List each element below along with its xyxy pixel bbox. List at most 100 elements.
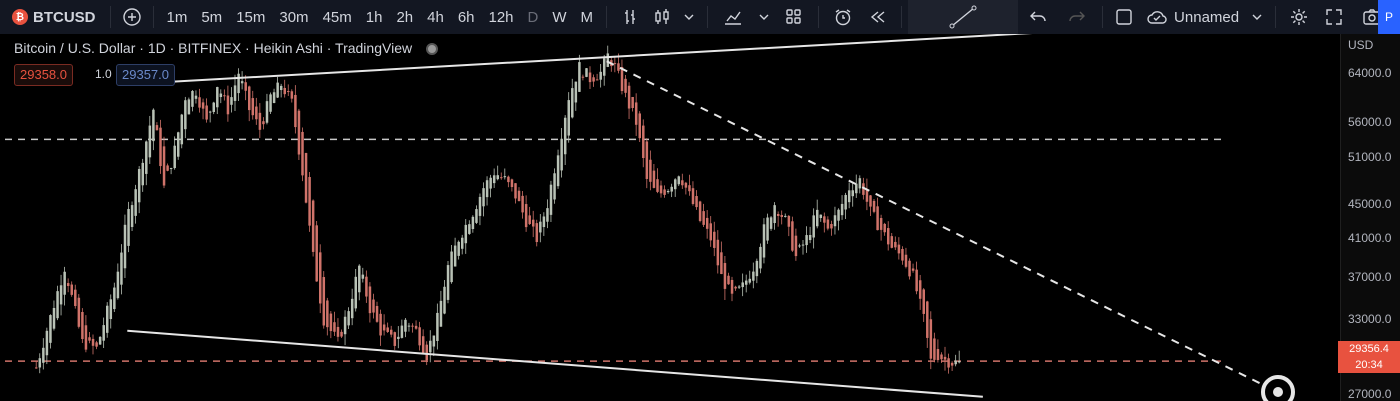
candle: [248, 85, 251, 122]
fullscreen-toggle[interactable]: [1109, 0, 1139, 34]
candle: [798, 243, 801, 248]
candle: [759, 243, 762, 274]
candle: [304, 152, 308, 204]
candle: [130, 201, 134, 231]
layout-dropdown[interactable]: [1245, 0, 1269, 34]
drawing-tool-active[interactable]: [908, 0, 1019, 34]
interval-2h[interactable]: 2h: [396, 8, 414, 26]
candle: [123, 214, 127, 279]
undo-button[interactable]: [1018, 0, 1058, 34]
candle: [762, 218, 766, 264]
candle: [940, 352, 943, 363]
candle: [152, 108, 155, 151]
fullscreen-button[interactable]: [1316, 0, 1352, 34]
candle: [45, 327, 49, 365]
interval-45m[interactable]: 45m: [322, 8, 352, 26]
candles-button[interactable]: [647, 0, 677, 34]
candle: [311, 199, 315, 257]
candle: [52, 300, 56, 331]
replay-button[interactable]: [861, 0, 895, 34]
candle: [581, 74, 585, 81]
interval-6h[interactable]: 6h: [457, 8, 475, 26]
candle: [737, 285, 741, 289]
candle: [134, 184, 137, 224]
candle: [347, 307, 350, 329]
candle: [297, 108, 301, 160]
candle: [883, 222, 886, 236]
candle: [492, 168, 496, 188]
price-axis[interactable]: [1340, 34, 1400, 401]
candle: [91, 334, 95, 355]
candle: [361, 267, 365, 283]
trendline-tool-icon: [949, 5, 977, 29]
drawing-handle-icon[interactable]: [1261, 375, 1295, 401]
candle: [421, 329, 425, 355]
candle: [858, 175, 862, 194]
top-toolbar: ₿ BTCUSD 1m 5m 15m 30m 45m 1h 2h 4h 6h 12h D W M: [0, 0, 1400, 35]
interval-5m[interactable]: 5m: [201, 8, 223, 26]
interval-1h[interactable]: 1h: [365, 8, 383, 26]
trendline[interactable]: [127, 329, 983, 398]
candle: [457, 240, 460, 260]
interval-1m[interactable]: 1m: [166, 8, 188, 26]
buy-price-button[interactable]: 29357.0: [116, 64, 175, 86]
templates-button[interactable]: [776, 0, 812, 34]
candle: [386, 322, 389, 333]
candle: [599, 64, 602, 88]
candle: [372, 293, 375, 319]
candle: [752, 262, 755, 289]
drawing-handle-center[interactable]: [1273, 387, 1283, 397]
candle: [461, 234, 464, 255]
chart-type-dropdown[interactable]: [677, 0, 701, 34]
symbol-search-button[interactable]: ₿ BTCUSD: [0, 0, 104, 34]
candle: [382, 314, 386, 336]
candle: [528, 206, 531, 225]
market-status-icon[interactable]: [425, 43, 438, 56]
interval-m[interactable]: M: [580, 8, 594, 26]
candle: [776, 211, 780, 227]
indicators-button[interactable]: [714, 0, 752, 34]
order-quantity: 1.0: [95, 67, 112, 81]
candle: [571, 78, 574, 119]
interval-d[interactable]: D: [527, 8, 539, 26]
candle: [869, 194, 872, 217]
bar-style-button[interactable]: [613, 0, 647, 34]
candle: [847, 182, 851, 209]
interval-12h[interactable]: 12h: [488, 8, 514, 26]
candle: [336, 318, 340, 342]
settings-button[interactable]: [1282, 0, 1316, 34]
candle: [59, 274, 63, 316]
candle: [290, 89, 294, 103]
candle: [705, 210, 709, 239]
interval-30m[interactable]: 30m: [279, 8, 309, 26]
interval-4h[interactable]: 4h: [427, 8, 444, 26]
candles-icon: [655, 9, 669, 24]
candle: [265, 93, 269, 125]
candle: [627, 82, 631, 119]
candle: [773, 202, 776, 230]
cloud-check-icon: [1147, 11, 1167, 24]
candle: [240, 71, 244, 90]
interval-w[interactable]: W: [552, 8, 567, 26]
price-chart[interactable]: [0, 34, 1340, 401]
trendline[interactable]: [606, 60, 1261, 385]
candle: [563, 115, 567, 165]
alert-button[interactable]: [825, 0, 861, 34]
candle: [890, 233, 894, 249]
price-tick-label: 33000.0: [1348, 312, 1392, 327]
redo-button[interactable]: [1058, 0, 1096, 34]
candle: [162, 136, 166, 189]
candle: [603, 54, 606, 86]
candle: [613, 56, 617, 73]
indicators-dropdown[interactable]: [752, 0, 776, 34]
trendline[interactable]: [123, 34, 1061, 86]
sell-price-button[interactable]: 29358.0: [14, 64, 73, 86]
candle: [819, 214, 823, 222]
interval-15m[interactable]: 15m: [236, 8, 266, 26]
indicators-icon: [725, 11, 742, 25]
chart-pane[interactable]: [0, 34, 1340, 401]
publish-button[interactable]: P: [1378, 0, 1400, 34]
rewind-icon: [870, 11, 885, 23]
layout-save-button[interactable]: Unnamed: [1139, 0, 1245, 34]
compare-add-button[interactable]: [117, 0, 147, 34]
